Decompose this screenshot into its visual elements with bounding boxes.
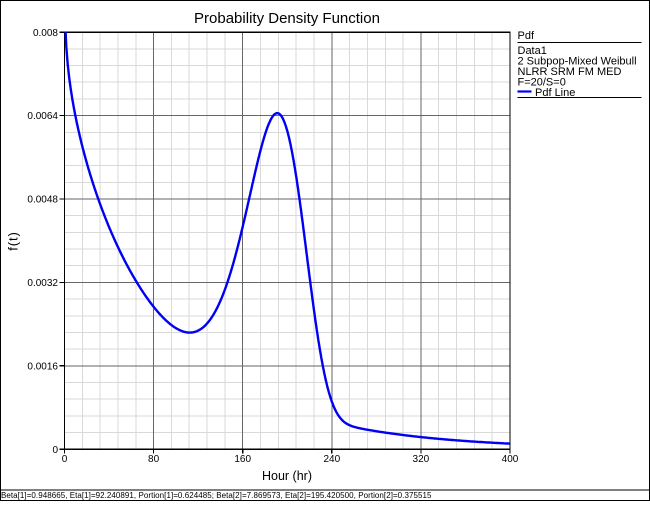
svg-text:0.0048: 0.0048 bbox=[27, 195, 58, 206]
svg-text:F=20/S=0: F=20/S=0 bbox=[518, 76, 566, 88]
svg-text:Pdf: Pdf bbox=[518, 30, 535, 42]
svg-text:0: 0 bbox=[62, 454, 68, 465]
svg-text:0.0064: 0.0064 bbox=[27, 111, 58, 122]
svg-text:Beta[1]=0.948665, Eta[1]=92.24: Beta[1]=0.948665, Eta[1]=92.240891, Port… bbox=[1, 491, 432, 500]
svg-text:0.0016: 0.0016 bbox=[27, 361, 58, 372]
svg-text:0.0032: 0.0032 bbox=[27, 278, 58, 289]
svg-text:NLRR SRM FM MED: NLRR SRM FM MED bbox=[518, 66, 622, 78]
svg-text:80: 80 bbox=[148, 454, 160, 465]
svg-text:f(t): f(t) bbox=[6, 231, 21, 250]
svg-text:0: 0 bbox=[52, 445, 58, 456]
svg-text:Data1: Data1 bbox=[518, 45, 547, 57]
svg-text:Probability Density Function: Probability Density Function bbox=[194, 10, 380, 27]
svg-text:Pdf Line: Pdf Line bbox=[535, 87, 575, 99]
svg-text:2 Subpop-Mixed Weibull: 2 Subpop-Mixed Weibull bbox=[518, 55, 637, 67]
svg-text:240: 240 bbox=[323, 454, 340, 465]
svg-text:Hour (hr): Hour (hr) bbox=[262, 469, 312, 483]
svg-text:320: 320 bbox=[413, 454, 430, 465]
svg-text:400: 400 bbox=[502, 454, 519, 465]
svg-text:0.008: 0.008 bbox=[33, 28, 58, 39]
svg-text:160: 160 bbox=[234, 454, 251, 465]
